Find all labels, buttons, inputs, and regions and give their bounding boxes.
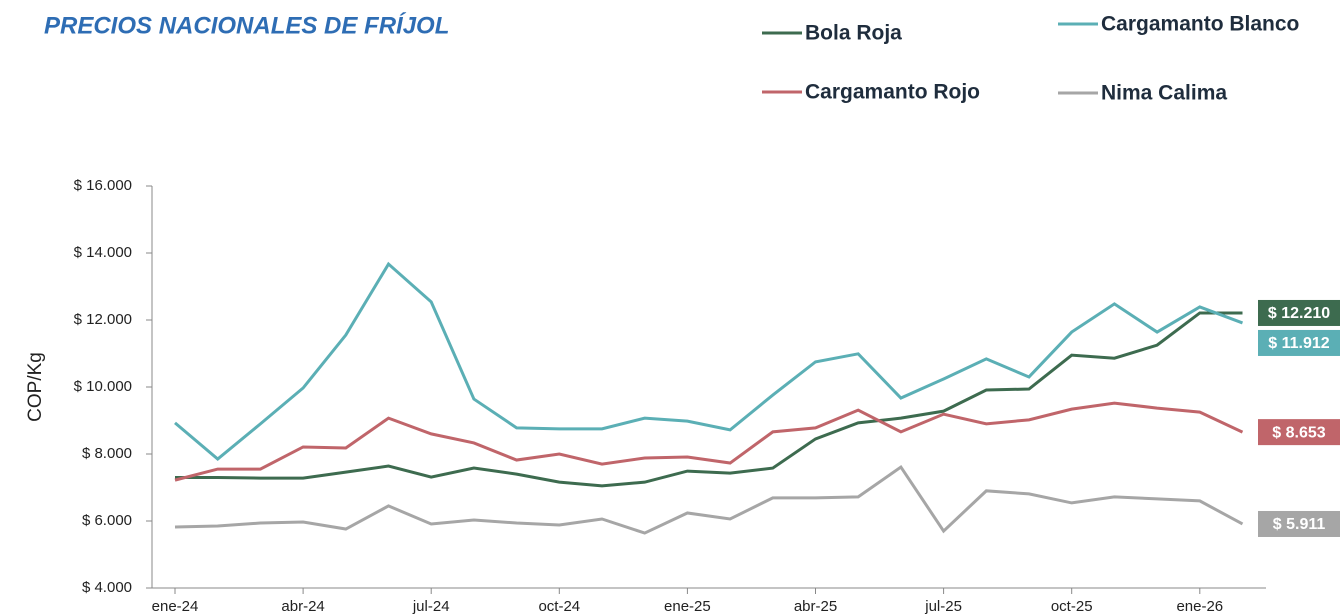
- end-label-box: [1258, 510, 1340, 537]
- x-tick-label: jul-25: [924, 598, 962, 615]
- x-tick-label: abr-24: [281, 598, 324, 615]
- end-label: $ 11.912: [1268, 335, 1330, 352]
- x-tick-label: jul-24: [412, 598, 450, 615]
- legend-label: Cargamanto Rojo: [805, 81, 980, 104]
- series-line: [175, 311, 1243, 488]
- end-label-box: [1258, 329, 1340, 356]
- x-tick-label: ene-26: [1176, 598, 1223, 615]
- chart-title: PRECIOS NACIONALES DE FRÍJOL: [44, 11, 449, 39]
- series-line: [174, 464, 1244, 535]
- end-label: $ 8.653: [1272, 424, 1325, 441]
- end-label: $ 12.210: [1268, 305, 1330, 322]
- legend-label: Bola Roja: [805, 22, 902, 45]
- x-tick-label: ene-24: [152, 598, 199, 615]
- y-tick-label: $ 10.000: [74, 378, 132, 395]
- end-label-box: [1258, 419, 1340, 446]
- y-tick-label: $ 14.000: [74, 244, 132, 261]
- end-label-box: [1258, 299, 1340, 326]
- x-tick-label: ene-25: [664, 598, 711, 615]
- x-tick-label: oct-25: [1051, 598, 1093, 615]
- end-label: $ 5.911: [1273, 516, 1326, 533]
- legend-label: Nima Calima: [1101, 82, 1227, 105]
- y-tick-label: $ 6.000: [82, 512, 132, 529]
- x-tick-label: oct-24: [538, 598, 580, 615]
- x-tick-label: abr-25: [794, 598, 837, 615]
- y-tick-label: $ 12.000: [74, 311, 132, 328]
- y-tick-label: $ 8.000: [82, 445, 132, 462]
- y-tick-label: $ 16.000: [74, 177, 132, 194]
- legend-label: Cargamanto Blanco: [1101, 13, 1299, 36]
- y-axis-label: COP/Kg: [25, 352, 46, 422]
- series-line: [174, 401, 1244, 482]
- series-line: [174, 261, 1244, 461]
- y-tick-label: $ 4.000: [82, 579, 132, 596]
